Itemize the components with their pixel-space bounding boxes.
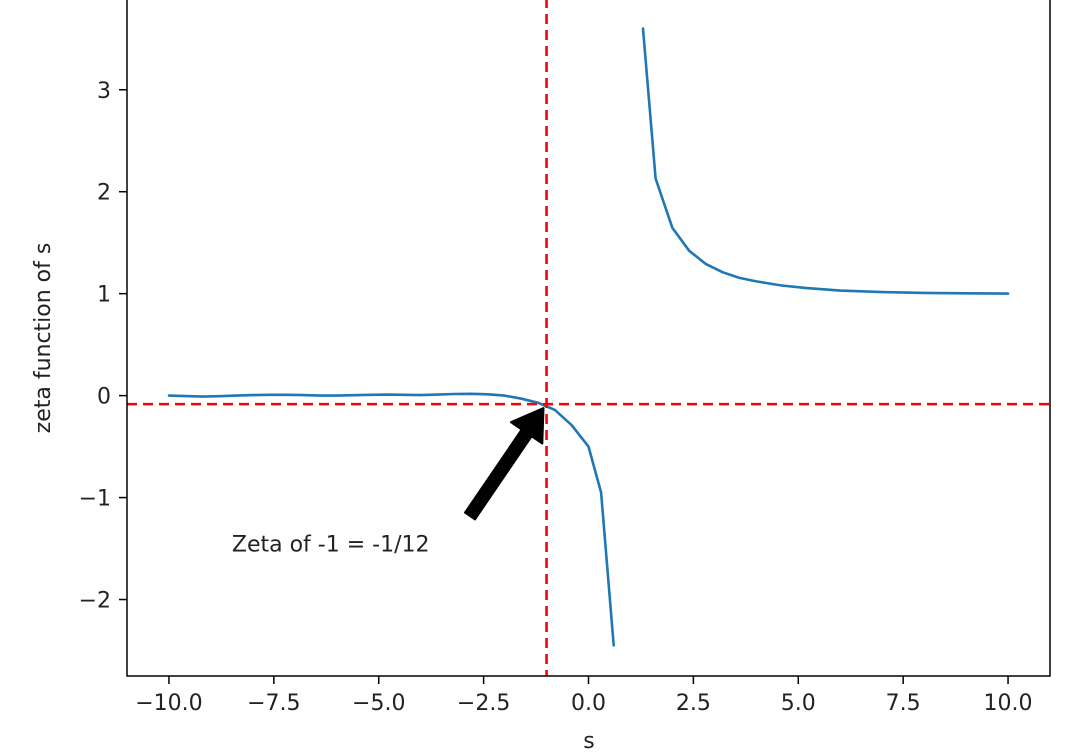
y-axis-label: zeta function of s — [31, 243, 56, 434]
x-tick-label: 2.5 — [676, 691, 711, 716]
annotation: Zeta of -1 = -1/12 — [232, 407, 545, 558]
x-axis: −10.0 −7.5 −5.0 −2.5 0.0 2.5 5.0 7.5 10.0 — [135, 676, 1033, 716]
y-tick-label: 0 — [97, 385, 111, 410]
x-tick-label: 0.0 — [571, 691, 606, 716]
x-axis-label: s — [583, 729, 594, 754]
y-tick-label: −2 — [79, 589, 111, 614]
x-tick-label: 7.5 — [886, 691, 921, 716]
plot-area — [127, 0, 1050, 676]
zeta-curve-segment-2 — [641, 27, 1010, 295]
annotation-text: Zeta of -1 = -1/12 — [232, 533, 430, 558]
x-tick-label: 5.0 — [781, 691, 816, 716]
y-axis: −2 −1 0 1 2 3 — [79, 79, 127, 614]
y-tick-label: 3 — [97, 79, 111, 104]
x-tick-label: −2.5 — [457, 691, 510, 716]
x-tick-label: 10.0 — [984, 691, 1033, 716]
x-tick-label: −10.0 — [135, 691, 202, 716]
y-tick-label: 2 — [97, 181, 111, 206]
annotation-arrow — [464, 407, 545, 521]
y-tick-label: 1 — [97, 283, 111, 308]
x-tick-label: −7.5 — [247, 691, 300, 716]
y-tick-label: −1 — [79, 487, 111, 512]
x-tick-label: −5.0 — [352, 691, 405, 716]
plot-frame — [126, 0, 1051, 677]
